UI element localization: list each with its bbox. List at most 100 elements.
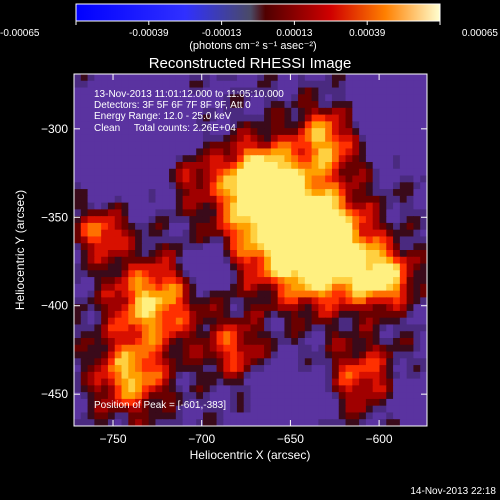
heatmap-cell — [80, 114, 89, 122]
heatmap-cell — [114, 87, 123, 95]
heatmap-cell — [80, 297, 89, 305]
heatmap-cell — [298, 141, 306, 150]
heatmap-cell — [277, 195, 286, 204]
heatmap-cell — [250, 344, 258, 353]
heatmap-cell — [196, 87, 204, 95]
heatmap-cell — [101, 338, 109, 346]
heatmap-cell — [284, 385, 292, 393]
heatmap-cell — [270, 338, 279, 346]
heatmap-cell — [202, 250, 211, 258]
heatmap-cell — [107, 202, 116, 210]
heatmap-cell — [80, 189, 89, 197]
heatmap-cell — [196, 331, 204, 339]
heatmap-cell — [359, 277, 367, 285]
heatmap-cell — [162, 74, 170, 82]
heatmap-cell — [202, 168, 211, 177]
heatmap-cell — [406, 182, 415, 190]
heatmap-cell — [74, 398, 82, 407]
heatmap-cell — [107, 175, 116, 183]
heatmap-cell — [107, 277, 116, 285]
heatmap-cell — [257, 195, 265, 204]
heatmap-cell — [202, 290, 211, 298]
heatmap-cell — [270, 371, 279, 380]
heatmap-cell — [182, 80, 191, 89]
heatmap-cell — [399, 162, 408, 170]
heatmap-cell — [209, 378, 218, 386]
heatmap-cell — [121, 148, 129, 156]
heatmap-cell — [114, 134, 123, 143]
heatmap-cell — [257, 189, 265, 197]
heatmap-cell — [406, 209, 415, 217]
heatmap-cell — [80, 310, 89, 319]
heatmap-cell — [107, 216, 116, 224]
heatmap-cell — [413, 121, 421, 129]
heatmap-cell — [141, 128, 150, 136]
heatmap-cell — [148, 419, 157, 426]
heatmap-cell — [148, 128, 157, 136]
heatmap-cell — [243, 229, 252, 238]
heatmap-cell — [196, 121, 204, 129]
heatmap-cell — [162, 128, 170, 136]
heatmap-cell — [162, 155, 170, 163]
heatmap-cell — [209, 74, 218, 82]
heatmap-cell — [148, 358, 157, 366]
heatmap-cell — [298, 121, 306, 129]
heatmap-cell — [87, 371, 95, 380]
heatmap-cell — [379, 297, 387, 305]
heatmap-cell — [359, 202, 367, 210]
heatmap-cell — [372, 94, 381, 102]
heatmap-cell — [338, 263, 347, 271]
heatmap-cell — [359, 134, 367, 143]
heatmap-cell — [169, 94, 177, 102]
heatmap-cell — [298, 236, 306, 244]
heatmap-cell — [148, 94, 157, 102]
heatmap-cell — [338, 351, 347, 359]
heatmap-cell — [399, 222, 408, 231]
heatmap-cell — [135, 243, 143, 251]
heatmap-cell — [331, 128, 340, 136]
heatmap-cell — [399, 297, 408, 305]
heatmap-cell — [325, 304, 333, 312]
heatmap-cell — [121, 94, 129, 102]
heatmap-cell — [196, 270, 204, 278]
heatmap-cell — [223, 134, 231, 143]
heatmap-cell — [230, 270, 238, 278]
heatmap-cell — [406, 162, 415, 170]
heatmap-cell — [74, 378, 82, 386]
heatmap-cell — [359, 162, 367, 170]
heatmap-cell — [196, 175, 204, 183]
heatmap-cell — [94, 80, 102, 89]
heatmap-cell — [196, 243, 204, 251]
heatmap-cell — [399, 209, 408, 217]
heatmap-cell — [80, 317, 89, 326]
heatmap-cell — [277, 371, 286, 380]
heatmap-cell — [236, 290, 245, 298]
heatmap-cell — [135, 270, 143, 278]
heatmap-cell — [74, 371, 82, 380]
heatmap-cell — [80, 202, 89, 210]
heatmap-cell — [155, 392, 163, 400]
heatmap-cell — [386, 189, 394, 197]
heatmap-cell — [114, 365, 123, 373]
heatmap-cell — [372, 412, 381, 420]
heatmap-cell — [386, 182, 394, 190]
heatmap-cell — [406, 297, 415, 305]
heatmap-cell — [264, 94, 272, 102]
heatmap-cell — [121, 358, 129, 366]
heatmap-cell — [128, 162, 136, 170]
heatmap-cell — [135, 114, 143, 122]
heatmap-cell — [202, 371, 211, 380]
heatmap-cell — [318, 283, 326, 292]
heatmap-cell — [399, 216, 408, 224]
heatmap-cell — [175, 209, 184, 217]
heatmap-cell — [182, 202, 191, 210]
heatmap-cell — [413, 162, 421, 170]
heatmap-cell — [74, 189, 82, 197]
heatmap-cell — [175, 229, 184, 238]
heatmap-cell — [311, 148, 319, 156]
heatmap-cell — [352, 412, 360, 420]
heatmap-cell — [352, 243, 360, 251]
heatmap-cell — [94, 297, 102, 305]
heatmap-cell — [406, 216, 415, 224]
heatmap-cell — [277, 378, 286, 386]
